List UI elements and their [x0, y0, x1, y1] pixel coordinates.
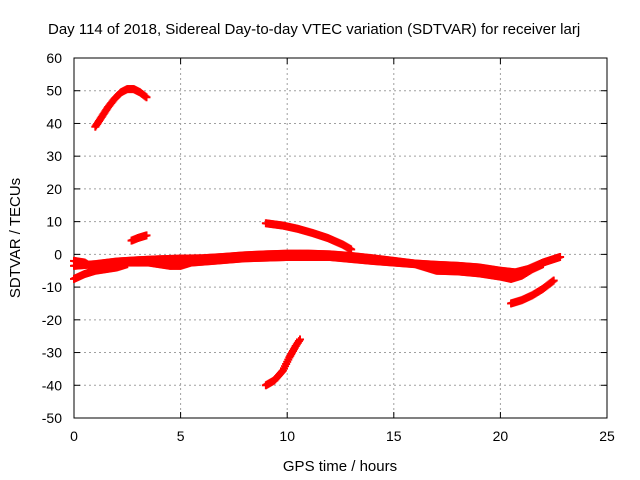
y-tick-label: 20	[46, 181, 62, 197]
data-point	[549, 276, 558, 285]
data-point	[294, 337, 303, 346]
x-tick-label: 0	[70, 428, 78, 444]
y-tick-label: 60	[46, 50, 62, 66]
data-point	[295, 335, 304, 344]
data-point	[556, 252, 565, 261]
grid	[74, 58, 607, 418]
data-point	[539, 260, 548, 269]
y-tick-label: 30	[46, 148, 62, 164]
y-tick-label: 10	[46, 214, 62, 230]
axis-ticks: 0 5 10 15 20 25 -50 -40 -30 -20 -10 0 10 20 30 40 50 60	[42, 50, 615, 444]
y-tick-label: -50	[42, 410, 62, 426]
x-tick-label: 25	[599, 428, 615, 444]
x-tick-label: 15	[386, 428, 402, 444]
data-series	[70, 85, 565, 390]
y-tick-label: 40	[46, 115, 62, 131]
x-tick-label: 5	[177, 428, 185, 444]
chart-title: Day 114 of 2018, Sidereal Day-to-day VTE…	[48, 21, 580, 38]
x-tick-label: 20	[493, 428, 509, 444]
x-tick-label: 10	[279, 428, 295, 444]
plot-frame	[73, 57, 608, 419]
y-tick-label: -30	[42, 345, 62, 361]
y-tick-label: 0	[54, 246, 62, 262]
y-tick-label: -20	[42, 312, 62, 328]
y-axis-label: SDTVAR / TECUs	[7, 178, 24, 298]
y-tick-label: -40	[42, 377, 62, 393]
data-point	[142, 93, 151, 102]
y-tick-label: -10	[42, 279, 62, 295]
data-point	[123, 260, 132, 269]
data-point	[142, 231, 151, 240]
x-axis-label: GPS time / hours	[283, 458, 397, 475]
y-tick-label: 50	[46, 83, 62, 99]
data-point	[347, 245, 356, 254]
